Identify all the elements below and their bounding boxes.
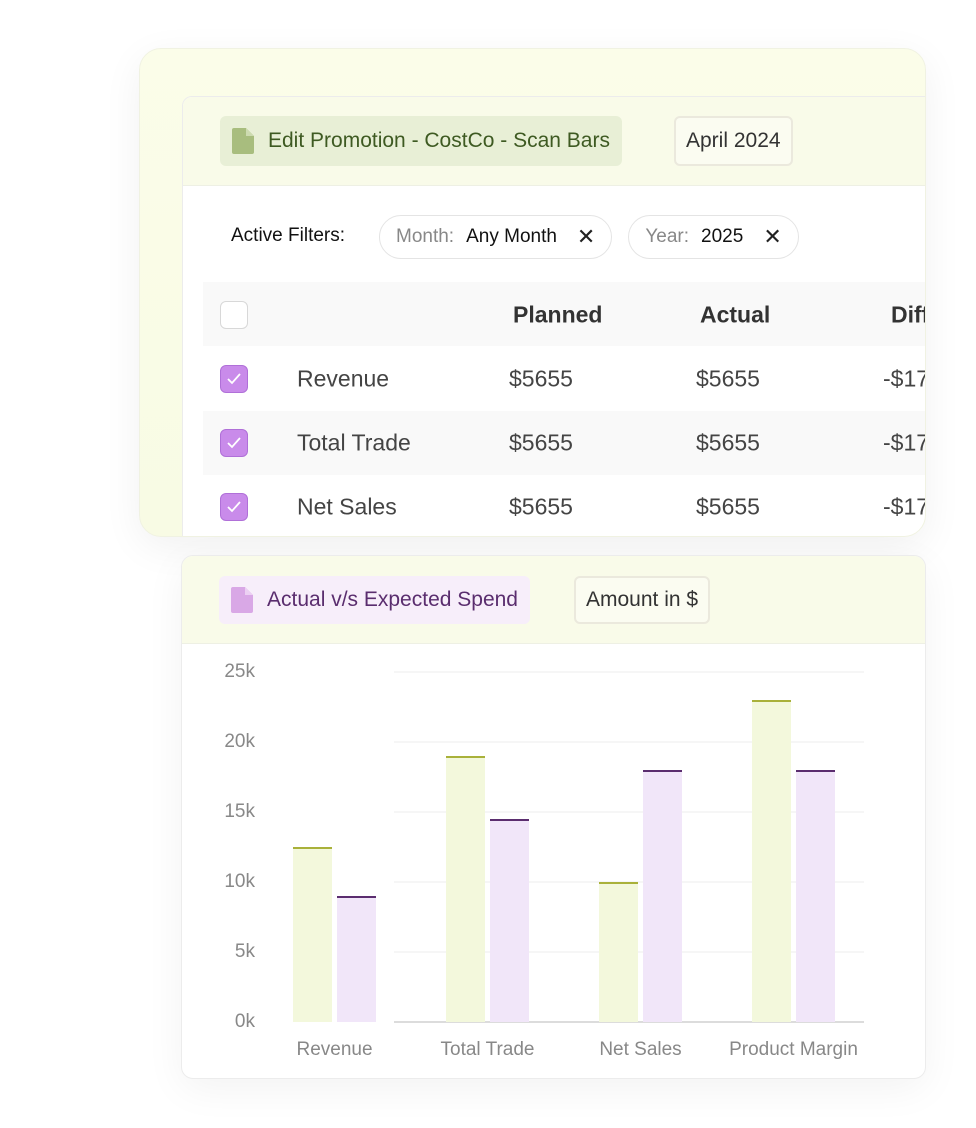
promotion-card: Edit Promotion - CostCo - Scan Bars Apri… xyxy=(139,48,926,537)
bar-cap xyxy=(337,896,376,898)
bar xyxy=(293,847,332,1022)
cell: $5655 xyxy=(696,429,760,456)
row-label: Net Sales xyxy=(297,493,397,520)
bar xyxy=(796,770,835,1022)
cell: $5655 xyxy=(696,493,760,520)
checkbox[interactable] xyxy=(220,493,248,521)
checkbox[interactable] xyxy=(220,301,248,329)
x-tick-label: Total Trade xyxy=(441,1039,535,1060)
x-tick-label: Revenue xyxy=(296,1039,372,1060)
badge-text: April 2024 xyxy=(686,129,781,152)
filter-value: 2025 xyxy=(701,226,744,247)
y-tick-label: 20k xyxy=(224,731,255,752)
checkbox[interactable] xyxy=(220,429,248,457)
cell: -$17 xyxy=(883,493,926,520)
unit-badge: Amount in $ xyxy=(574,576,711,624)
header-row xyxy=(203,282,925,346)
cell: -$17 xyxy=(883,365,926,392)
chart-card: Actual v/s Expected Spend Amount in $ 0k… xyxy=(181,555,926,1079)
date-badge: April 2024 xyxy=(674,116,793,166)
y-tick-label: 10k xyxy=(224,871,255,892)
x-tick-label: Product Margin xyxy=(729,1039,858,1060)
column-header: Planned xyxy=(513,301,603,328)
cell: -$17 xyxy=(883,429,926,456)
bar xyxy=(599,882,638,1022)
bar xyxy=(490,819,529,1022)
remove-filter[interactable]: ✕ xyxy=(763,224,782,249)
chart-title: Actual v/s Expected Spend xyxy=(267,588,518,611)
title: Edit Promotion - CostCo - Scan Bars xyxy=(268,129,610,152)
bar-cap xyxy=(599,882,638,884)
filter-pill[interactable]: Month: Any Month ✕ xyxy=(379,215,613,259)
doc-icon xyxy=(231,587,253,613)
bar-cap xyxy=(752,700,791,702)
bar xyxy=(643,770,682,1022)
bar xyxy=(446,756,485,1022)
column-header: Diff xyxy=(891,301,926,328)
y-tick-label: 0k xyxy=(235,1011,256,1032)
filter-value: Any Month xyxy=(466,226,557,247)
bar-cap xyxy=(446,756,485,758)
row-label: Total Trade xyxy=(297,429,411,456)
check xyxy=(227,501,241,513)
panel-header: Edit Promotion - CostCo - Scan Bars Apri… xyxy=(183,97,925,186)
check xyxy=(227,437,241,449)
check xyxy=(227,373,241,385)
bar-cap xyxy=(293,847,332,849)
row-bg xyxy=(203,411,925,475)
chart-title-chip: Actual v/s Expected Spend xyxy=(219,576,530,624)
row-label: Revenue xyxy=(297,365,390,392)
promotion-panel: Edit Promotion - CostCo - Scan Bars Apri… xyxy=(182,96,926,536)
cell: $5655 xyxy=(509,429,573,456)
bar-cap xyxy=(643,770,682,772)
chart-header: Actual v/s Expected Spend Amount in $ xyxy=(182,556,925,644)
y-tick-label: 25k xyxy=(224,661,255,682)
filter-key: Month: xyxy=(396,226,455,247)
filter-pill[interactable]: Year: 2025 ✕ xyxy=(628,215,799,259)
badge-text: Amount in $ xyxy=(586,588,699,611)
y-tick-label: 15k xyxy=(224,801,255,822)
bar-cap xyxy=(796,770,835,772)
doc-icon xyxy=(232,128,254,154)
x-tick-label: Net Sales xyxy=(599,1039,681,1060)
bar-cap xyxy=(490,819,529,821)
title-chip: Edit Promotion - CostCo - Scan Bars xyxy=(220,116,622,166)
filters-label: Active Filters: xyxy=(231,225,346,246)
y-tick-label: 5k xyxy=(235,941,256,962)
cell: $5655 xyxy=(509,365,573,392)
bar xyxy=(752,700,791,1022)
checkbox[interactable] xyxy=(220,365,248,393)
cell: $5655 xyxy=(696,365,760,392)
cell: $5655 xyxy=(509,493,573,520)
bar xyxy=(337,896,376,1022)
column-header: Actual xyxy=(700,301,771,328)
remove-filter[interactable]: ✕ xyxy=(576,224,596,249)
chart: 0k 5k 10k 15k 20k 25k Revenue Total Trade Net Sa… xyxy=(224,661,864,1060)
filter-key: Year: xyxy=(645,226,690,247)
